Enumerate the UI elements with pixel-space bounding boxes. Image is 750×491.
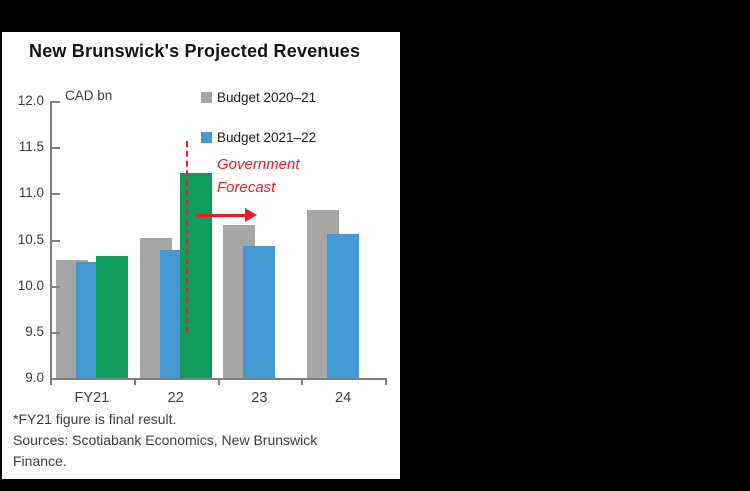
y-tick-label: 9.5 xyxy=(25,323,44,339)
annotation-line: Forecast xyxy=(217,179,276,196)
arrow-head-icon xyxy=(245,208,257,222)
y-tick xyxy=(50,193,60,196)
government-forecast-annotation: Government Forecast xyxy=(217,153,300,199)
y-tick-label: 9.0 xyxy=(25,370,44,385)
y-tick xyxy=(50,101,60,103)
annotation-line: Government xyxy=(217,156,300,173)
y-axis-unit-label: CAD bn xyxy=(65,88,113,103)
y-tick-label: 11.5 xyxy=(18,139,44,155)
chart-title: New Brunswick's Projected Revenues xyxy=(29,41,361,61)
legend-swatch-icon xyxy=(201,132,212,143)
bar-government-forecast-22 xyxy=(179,173,212,378)
legend-label: Budget 2021–22 xyxy=(217,130,317,145)
sources-line: Finance. xyxy=(13,453,67,469)
x-tick-label: 24 xyxy=(335,390,352,406)
y-tick xyxy=(50,239,60,242)
sources-line: Sources: Scotiabank Economics, New Bruns… xyxy=(13,432,318,448)
arrow-shaft xyxy=(196,214,246,217)
bar-budget-2021–22-23 xyxy=(243,245,276,378)
y-tick-label: 10.0 xyxy=(17,277,44,293)
x-tick xyxy=(133,378,136,385)
x-tick xyxy=(385,378,387,385)
legend-item-budget-2021-22: Budget 2021–22 xyxy=(201,130,316,145)
x-tick xyxy=(301,378,304,385)
legend-swatch-icon xyxy=(201,92,212,103)
x-tick xyxy=(217,378,220,385)
y-tick xyxy=(50,331,60,334)
forecast-dashed-line xyxy=(186,141,188,333)
x-tick-label: 23 xyxy=(251,390,268,406)
x-tick-label: FY21 xyxy=(74,390,110,406)
y-tick-label: 12.0 xyxy=(17,93,44,108)
bar-budget-2021–22-24 xyxy=(327,233,360,378)
x-tick-label: 22 xyxy=(167,390,184,406)
sources-note: Sources: Scotiabank Economics, New Bruns… xyxy=(13,430,317,472)
y-tick-label: 11.0 xyxy=(18,185,44,201)
legend: Budget 2020–21 Budget 2021–22 xyxy=(201,90,316,145)
forecast-arrow xyxy=(196,208,257,223)
y-tick xyxy=(50,147,60,150)
bar-government-forecast-FY21 xyxy=(95,256,128,378)
x-tick xyxy=(50,378,52,385)
legend-item-budget-2020-21: Budget 2020–21 xyxy=(201,90,316,105)
legend-label: Budget 2020–21 xyxy=(217,90,317,105)
chart-panel: New Brunswick's Projected Revenues CAD b… xyxy=(2,32,400,479)
y-tick-label: 10.5 xyxy=(17,231,44,247)
footnote: *FY21 figure is final result. xyxy=(13,411,177,427)
y-tick xyxy=(50,285,60,288)
